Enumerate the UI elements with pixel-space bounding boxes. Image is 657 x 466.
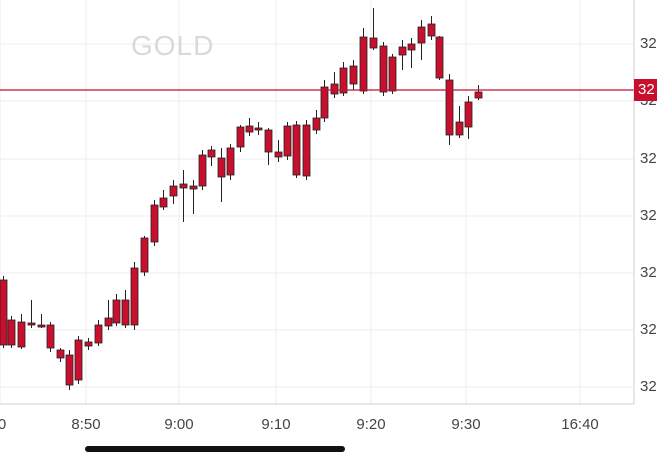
candle-down [236,126,245,148]
candle-down [330,83,339,95]
candle-down [407,43,416,51]
y-axis-label: 32 [640,35,657,52]
candles [0,8,483,390]
candle-down [455,121,464,136]
chart-grid [0,0,634,404]
candle-down [217,157,226,178]
candle-down [159,197,168,208]
candle-down [84,341,93,347]
y-axis-label: 32 [640,378,657,395]
candle-down [56,349,65,359]
candle-down [388,56,397,92]
candle-down [369,37,378,49]
candle-down [445,79,454,136]
candle-down [46,324,55,349]
candle-down [245,125,254,133]
candle-down [264,129,273,153]
candle-down [27,322,36,326]
y-axis-label: 32 [640,150,657,167]
x-axis-label: 16:40 [561,416,599,433]
candle-down [283,125,292,157]
x-axis-label: 9:10 [261,416,291,433]
candle-down [302,124,311,177]
candle-down [121,299,130,326]
symbol-watermark: GOLD [131,30,215,61]
candle-down [65,354,74,386]
x-axis-label: 9:30 [451,416,481,433]
y-axis-label: 32 [640,321,657,338]
candle-down [226,147,235,176]
candle-down [207,149,216,158]
candle-down [150,204,159,243]
candle-down [74,339,83,381]
candle-down [359,36,368,92]
candle-down [312,117,321,131]
candle-down [189,185,198,190]
candle-down [339,67,348,94]
y-axis-label: 32 [640,207,657,224]
x-axis-label: 8:50 [71,416,101,433]
home-indicator[interactable] [85,446,345,452]
candle-down [7,319,16,346]
candle-down [274,151,283,158]
x-axis-label: 0 [0,416,7,433]
candle-down [254,127,263,131]
candle-down [464,101,473,128]
candle-down [417,26,426,44]
y-axis-label: 32 [640,264,657,281]
candle-down [0,279,8,346]
candle-down [320,86,329,119]
candle-down [435,36,444,79]
candle-down [474,91,483,99]
candle-down [292,124,301,176]
candle-down [198,154,207,187]
candle-down [104,317,113,327]
candle-down [427,23,436,37]
candle-down [179,183,188,189]
candle-down [140,237,149,273]
current-price-tag: 32 [634,79,657,101]
candle-down [112,299,121,324]
candle-down [398,46,407,56]
candle-down [37,324,46,328]
x-axis-label: 9:20 [356,416,386,433]
x-axis-label: 9:00 [164,416,194,433]
candle-down [169,185,178,197]
candle-down [349,65,358,85]
candle-down [94,324,103,344]
candle-down [379,45,388,93]
candle-down [17,321,26,348]
candle-down [130,267,139,326]
